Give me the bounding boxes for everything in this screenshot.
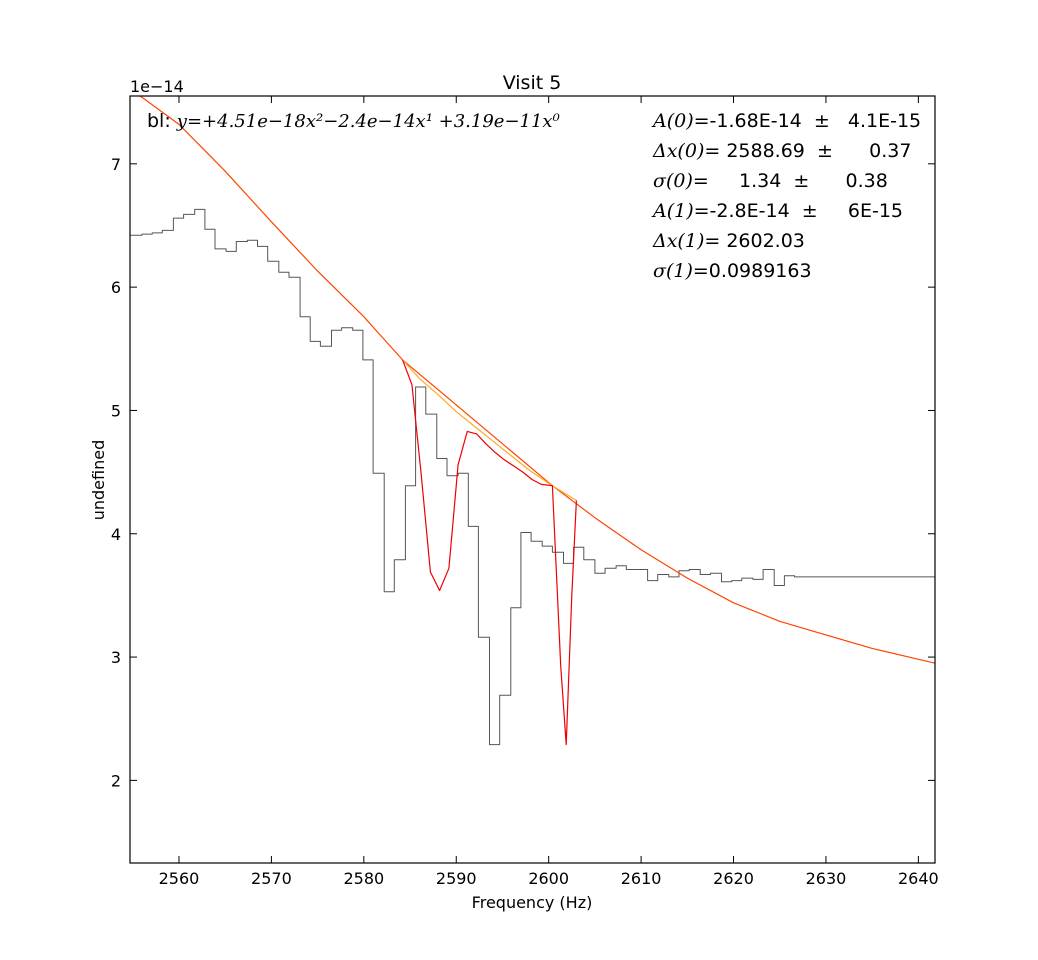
chart-title: Visit 5 xyxy=(503,72,562,94)
fit-param-label: Δx(0) xyxy=(652,140,704,162)
x-axis: 2560 2570 2580 2590 2600 2610 2620 2630 2640 xyxy=(159,96,939,888)
plot-frame xyxy=(129,95,936,864)
series-step-line xyxy=(130,208,935,746)
x-tick-label: 2620 xyxy=(713,869,754,888)
fit-param-label: A(1) xyxy=(651,200,694,222)
y-tick-label: 2 xyxy=(111,771,121,790)
y-tick-label: 5 xyxy=(111,401,121,420)
y-tick-label: 3 xyxy=(111,648,121,667)
fit-param-value: = 2588.69 ± 0.37 xyxy=(704,140,911,162)
x-tick-label: 2610 xyxy=(621,869,662,888)
x-tick-label: 2570 xyxy=(251,869,292,888)
fit-param-value: = 1.34 ± 0.38 xyxy=(693,170,888,192)
x-tick-label: 2590 xyxy=(436,869,477,888)
fit-parameters: A(0)=-1.68E-14 ± 4.1E-15 Δx(0)= 2588.69 ±… xyxy=(651,110,921,282)
fit-param-value: =-1.68E-14 ± 4.1E-15 xyxy=(694,110,922,132)
fit-param-line: σ(0)= 1.34 ± 0.38 xyxy=(653,170,888,192)
baseline-annotation: bl: y=+4.51e−18x²−2.4e−14x¹ +3.19e−11x⁰ xyxy=(147,110,560,132)
series-model-line xyxy=(402,359,577,746)
fit-param-line: A(1)=-2.8E-14 ± 6E-15 xyxy=(651,200,903,222)
fit-param-value: =-2.8E-14 ± 6E-15 xyxy=(694,200,903,222)
y-tick-label: 7 xyxy=(111,155,121,174)
y-tick-label: 6 xyxy=(111,278,121,297)
baseline-text: bl: y=+4.51e−18x²−2.4e−14x¹ +3.19e−11x⁰ xyxy=(147,110,560,132)
y-offset-label: 1e−14 xyxy=(130,77,184,96)
fit-param-label: σ(0) xyxy=(653,170,693,192)
fit-param-line: A(0)=-1.68E-14 ± 4.1E-15 xyxy=(651,110,921,132)
fit-param-line: σ(1)=0.0989163 xyxy=(653,260,812,282)
x-tick-label: 2560 xyxy=(159,869,200,888)
fit-param-label: Δx(1) xyxy=(652,230,704,252)
fit-param-value: =0.0989163 xyxy=(693,260,812,282)
x-tick-label: 2600 xyxy=(528,869,569,888)
fit-param-line: Δx(0)= 2588.69 ± 0.37 xyxy=(652,140,911,162)
x-tick-label: 2580 xyxy=(343,869,384,888)
baseline-prefix: bl: xyxy=(147,110,177,132)
fit-param-line: Δx(1)= 2602.03 xyxy=(652,230,805,252)
baseline-formula: y=+4.51e−18x²−2.4e−14x¹ +3.19e−11x⁰ xyxy=(176,111,560,132)
fit-param-value: = 2602.03 xyxy=(704,230,805,252)
x-axis-label: Frequency (Hz) xyxy=(472,893,593,912)
y-axis-label: undefined xyxy=(89,440,108,521)
x-tick-label: 2640 xyxy=(898,869,939,888)
x-tick-label: 2630 xyxy=(806,869,847,888)
series-layer xyxy=(130,96,935,746)
y-axis: 2 3 4 5 6 7 xyxy=(111,155,935,790)
fit-param-label: σ(1) xyxy=(653,260,693,282)
fit-param-label: A(0) xyxy=(651,110,694,132)
series-baseline-outer-line xyxy=(139,96,935,664)
y-tick-label: 4 xyxy=(111,525,121,544)
series-baseline-inner-line xyxy=(402,359,577,502)
